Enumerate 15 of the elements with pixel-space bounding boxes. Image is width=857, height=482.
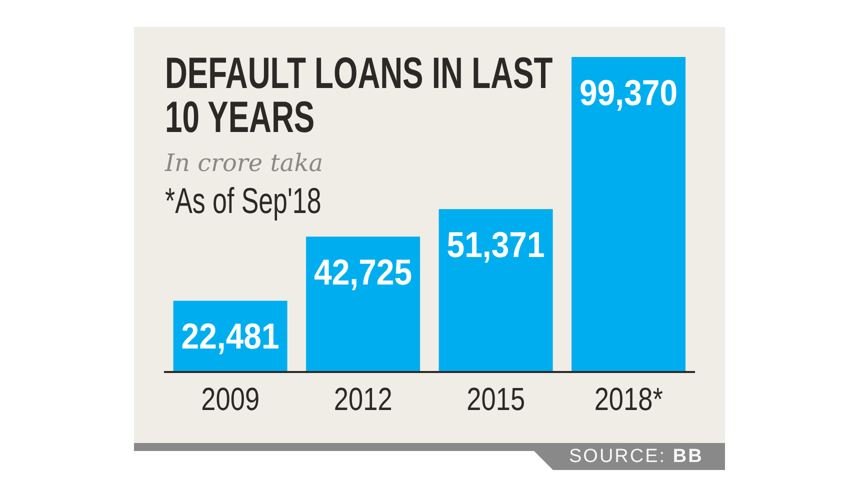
annotation: *As of Sep'18 [165, 180, 322, 221]
x-tick-label: 2018* [594, 382, 663, 418]
x-tick-label: 2009 [201, 382, 260, 418]
x-tick-label: 2015 [466, 382, 526, 418]
chart-title: DEFAULT LOANS IN LAST 10 YEARS [165, 49, 553, 142]
bar [306, 236, 420, 372]
source-note: SOURCE: BB [569, 446, 704, 467]
bar [438, 209, 553, 372]
data-label: 42,725 [314, 252, 412, 294]
data-label: 99,370 [580, 73, 678, 114]
text: In crore taka [165, 149, 324, 177]
x-tick-label: 2012 [334, 382, 392, 418]
data-label: 22,481 [181, 317, 280, 358]
data-label: 51,371 [446, 225, 545, 266]
bar [572, 57, 686, 372]
